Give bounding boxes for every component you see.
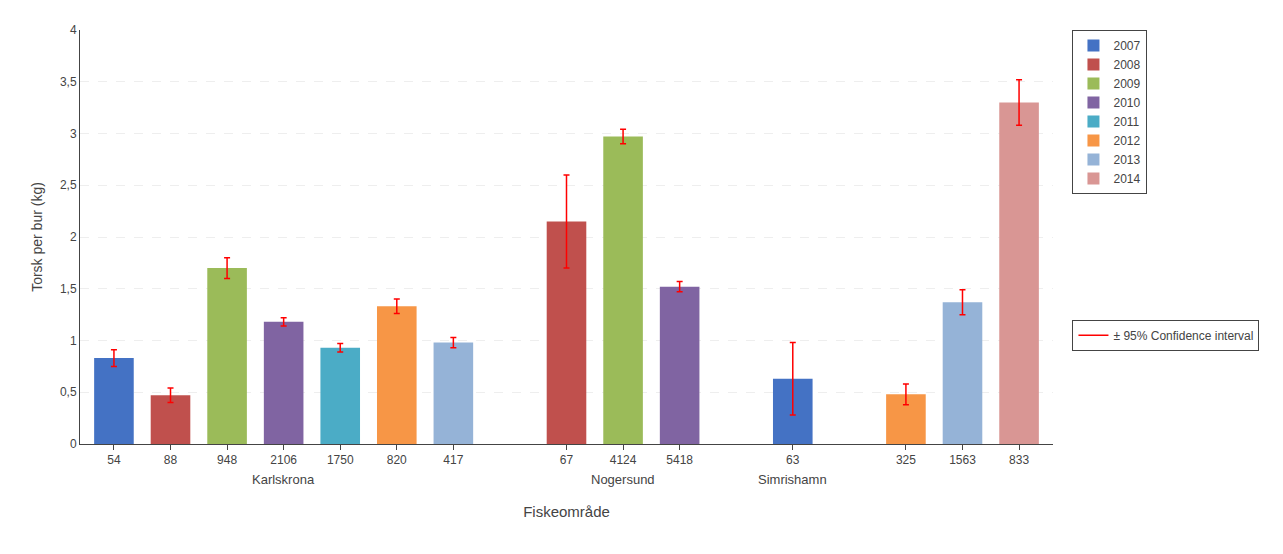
svg-text:2008: 2008 bbox=[1113, 58, 1140, 72]
svg-text:Karlskrona: Karlskrona bbox=[252, 472, 315, 487]
svg-text:1750: 1750 bbox=[327, 453, 354, 467]
svg-text:Torsk per bur (kg): Torsk per bur (kg) bbox=[29, 182, 45, 292]
svg-text:0,5: 0,5 bbox=[60, 385, 77, 399]
svg-text:± 95% Confidence interval: ± 95% Confidence interval bbox=[1113, 329, 1253, 343]
svg-text:67: 67 bbox=[560, 453, 574, 467]
svg-text:Nogersund: Nogersund bbox=[591, 472, 655, 487]
svg-text:Simrishamn: Simrishamn bbox=[758, 472, 827, 487]
svg-text:3: 3 bbox=[70, 127, 77, 141]
svg-text:2,5: 2,5 bbox=[60, 178, 77, 192]
svg-text:4: 4 bbox=[70, 23, 77, 37]
svg-text:2012: 2012 bbox=[1113, 134, 1140, 148]
svg-text:2009: 2009 bbox=[1113, 77, 1140, 91]
svg-text:5418: 5418 bbox=[666, 453, 693, 467]
svg-text:2007: 2007 bbox=[1113, 39, 1140, 53]
svg-text:1,5: 1,5 bbox=[60, 282, 77, 296]
svg-text:833: 833 bbox=[1009, 453, 1029, 467]
svg-text:2010: 2010 bbox=[1113, 96, 1140, 110]
svg-text:2013: 2013 bbox=[1113, 153, 1140, 167]
svg-text:2011: 2011 bbox=[1113, 115, 1139, 129]
svg-text:1: 1 bbox=[70, 334, 77, 348]
svg-text:417: 417 bbox=[443, 453, 463, 467]
svg-text:948: 948 bbox=[217, 453, 237, 467]
svg-text:1563: 1563 bbox=[949, 453, 976, 467]
svg-text:3,5: 3,5 bbox=[60, 75, 77, 89]
svg-text:4124: 4124 bbox=[610, 453, 637, 467]
svg-text:Fiskeområde: Fiskeområde bbox=[523, 503, 610, 520]
svg-text:63: 63 bbox=[786, 453, 800, 467]
svg-text:88: 88 bbox=[164, 453, 178, 467]
svg-text:325: 325 bbox=[896, 453, 916, 467]
svg-text:2: 2 bbox=[70, 230, 77, 244]
svg-text:2106: 2106 bbox=[270, 453, 297, 467]
svg-text:2014: 2014 bbox=[1113, 172, 1140, 186]
svg-text:54: 54 bbox=[107, 453, 121, 467]
svg-text:820: 820 bbox=[387, 453, 407, 467]
svg-text:0: 0 bbox=[70, 437, 77, 451]
